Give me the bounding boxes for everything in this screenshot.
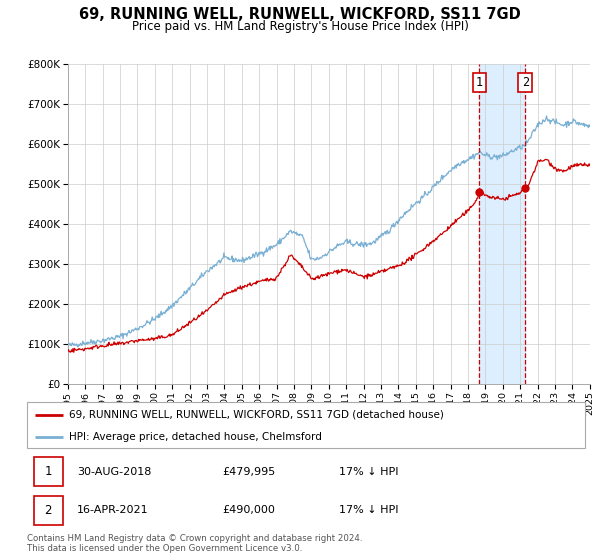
Text: 30-AUG-2018: 30-AUG-2018 bbox=[77, 466, 152, 477]
Text: 69, RUNNING WELL, RUNWELL, WICKFORD, SS11 7GD: 69, RUNNING WELL, RUNWELL, WICKFORD, SS1… bbox=[79, 7, 521, 22]
FancyBboxPatch shape bbox=[34, 458, 63, 486]
Text: Contains HM Land Registry data © Crown copyright and database right 2024.
This d: Contains HM Land Registry data © Crown c… bbox=[27, 534, 362, 553]
FancyBboxPatch shape bbox=[27, 402, 585, 448]
Bar bbox=[479, 64, 525, 384]
Text: £479,995: £479,995 bbox=[222, 466, 275, 477]
Text: 1: 1 bbox=[476, 76, 483, 89]
Text: Price paid vs. HM Land Registry's House Price Index (HPI): Price paid vs. HM Land Registry's House … bbox=[131, 20, 469, 32]
Text: 16-APR-2021: 16-APR-2021 bbox=[77, 505, 149, 515]
FancyBboxPatch shape bbox=[34, 496, 63, 525]
Text: 17% ↓ HPI: 17% ↓ HPI bbox=[340, 466, 399, 477]
Text: 69, RUNNING WELL, RUNWELL, WICKFORD, SS11 7GD (detached house): 69, RUNNING WELL, RUNWELL, WICKFORD, SS1… bbox=[69, 410, 444, 420]
Text: 2: 2 bbox=[521, 76, 529, 89]
Text: 17% ↓ HPI: 17% ↓ HPI bbox=[340, 505, 399, 515]
Text: 2: 2 bbox=[44, 504, 52, 517]
Text: HPI: Average price, detached house, Chelmsford: HPI: Average price, detached house, Chel… bbox=[69, 432, 322, 441]
Text: £490,000: £490,000 bbox=[222, 505, 275, 515]
Text: 1: 1 bbox=[44, 465, 52, 478]
